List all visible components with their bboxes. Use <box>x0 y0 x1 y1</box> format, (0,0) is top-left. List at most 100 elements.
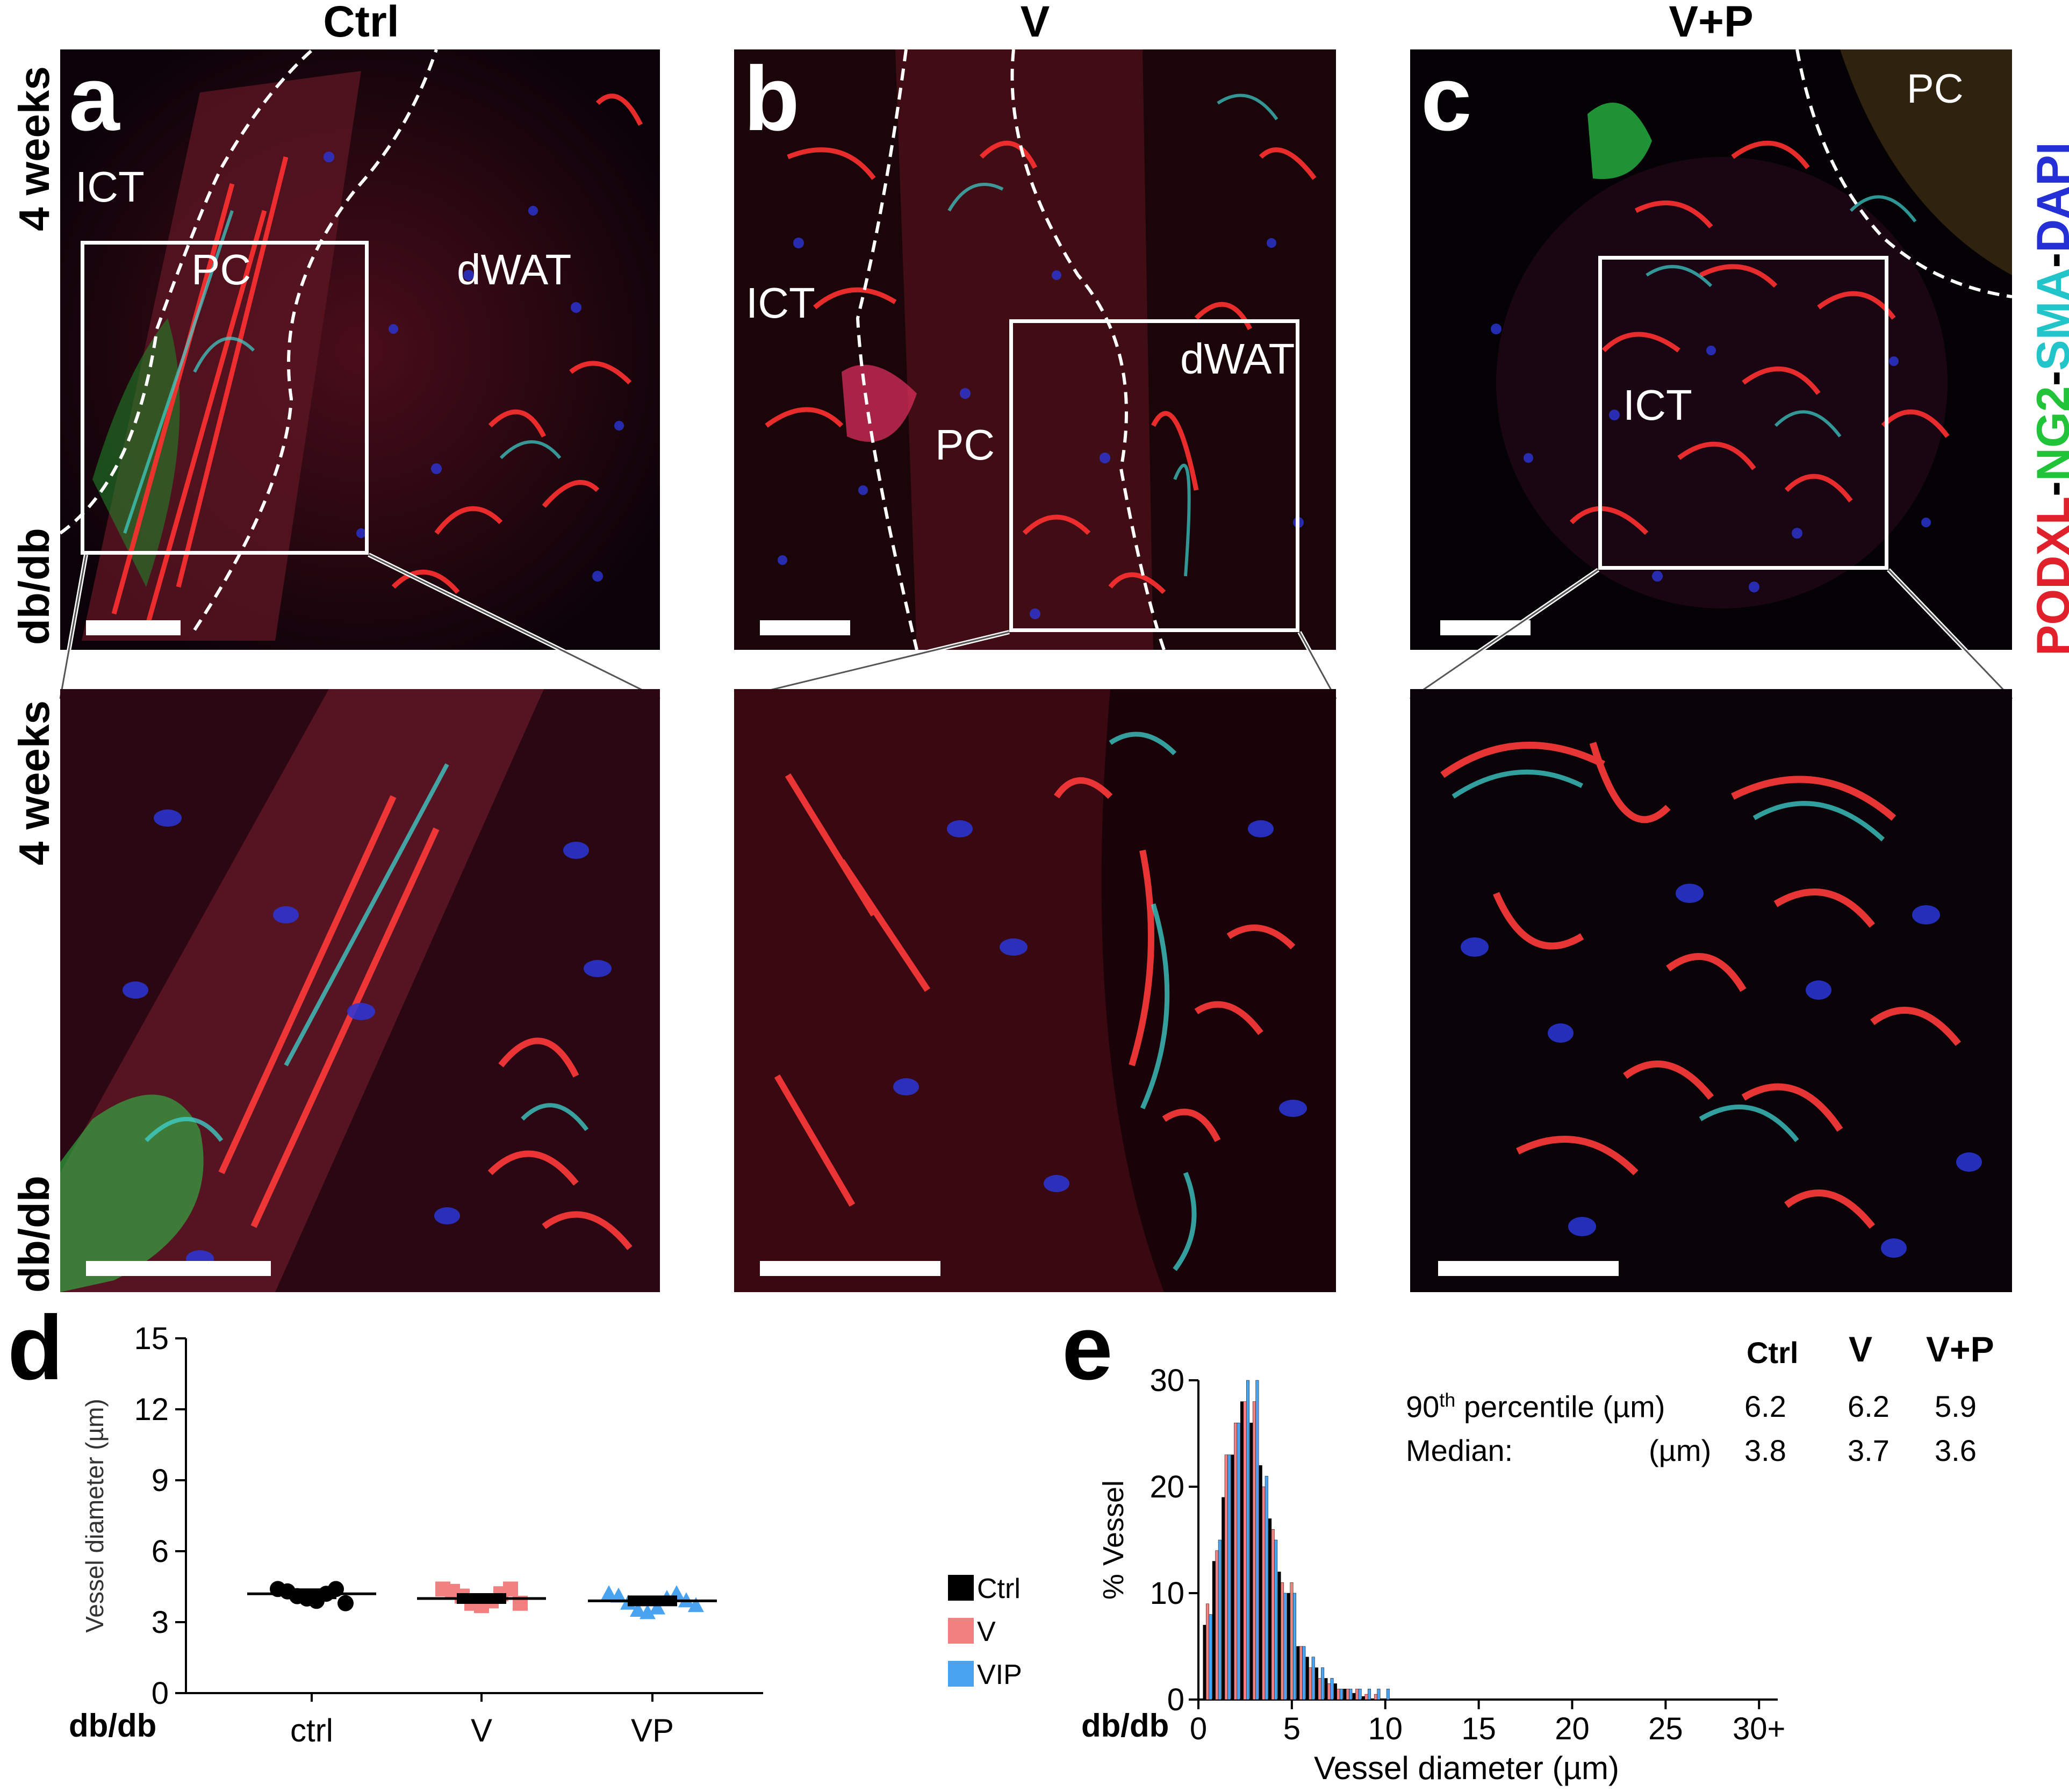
bar-ctrl <box>1305 1657 1309 1700</box>
bar-vip <box>1237 1422 1240 1700</box>
bar-ctrl <box>1296 1646 1300 1700</box>
chart-d-dot-plot: 0 3 6 9 12 15 Vessel diameter (µm) ctrl V VP <box>81 1321 763 1748</box>
bar-v <box>1290 1582 1294 1700</box>
bar-v <box>1215 1550 1219 1700</box>
data-point <box>649 1599 665 1615</box>
bar-ctrl <box>1362 1696 1366 1700</box>
row-label-weeks-bottom: 4 weeks <box>10 700 58 865</box>
series-v <box>417 1581 546 1614</box>
scale-bar-a-top <box>86 620 181 635</box>
y-tick-label: 9 <box>152 1463 169 1498</box>
bar-vip <box>1218 1539 1222 1700</box>
y-tick-label: 0 <box>1167 1682 1184 1717</box>
bar-vip <box>1349 1688 1353 1700</box>
bar-v <box>1243 1401 1247 1700</box>
bar-v <box>1309 1667 1312 1700</box>
panel-c-zoom <box>1410 689 2012 1292</box>
bar-vip <box>1311 1657 1315 1700</box>
bar-ctrl <box>1277 1572 1281 1700</box>
bar-v <box>1337 1688 1340 1700</box>
y-tick-label: 10 <box>1150 1576 1184 1611</box>
x-tick-label: 5 <box>1283 1711 1301 1746</box>
bar-v <box>1281 1582 1284 1700</box>
bar-vip <box>1321 1667 1325 1700</box>
bar-ctrl <box>1268 1518 1272 1700</box>
bar-vip <box>1227 1454 1231 1700</box>
micrograph-a-zoom <box>60 689 660 1292</box>
region-label-pc: PC <box>191 246 252 293</box>
roi-box-c <box>1598 256 1888 570</box>
micrograph-a-overview <box>60 49 660 650</box>
y-tick-label: 20 <box>1150 1470 1184 1504</box>
bar-v <box>1224 1454 1228 1700</box>
bar-v <box>1355 1688 1359 1700</box>
legend-label-vip: VIP <box>977 1659 1022 1690</box>
bar-ctrl <box>1240 1401 1244 1700</box>
column-title-ctrl: Ctrl <box>323 0 399 46</box>
panel-a-zoom <box>60 689 660 1292</box>
panel-letter-b: b <box>744 49 800 150</box>
bar-v <box>1374 1694 1377 1700</box>
column-title-v: V <box>1020 0 1050 46</box>
region-label-dwat: dWAT <box>457 246 572 293</box>
x-tick-label: VP <box>631 1712 674 1748</box>
zoom-connector-lines <box>58 553 2014 701</box>
legend-swatch-v <box>948 1618 974 1644</box>
micrograph-b-overview <box>734 49 1336 650</box>
scale-bar-c-bottom <box>1438 1261 1619 1276</box>
stats-table: Ctrl V V+P 90th percentile (µm) 6.2 6.2 … <box>1406 1329 2051 1473</box>
y-tick-label: 30 <box>1150 1363 1184 1398</box>
region-label-ict: ICT <box>1623 381 1692 429</box>
bar-vip <box>1292 1593 1296 1700</box>
bar-vip <box>1209 1614 1212 1700</box>
data-point <box>601 1585 617 1601</box>
chart-e-histogram: 0 10 20 30 0 5 10 15 20 25 30+ Vessel diameter (µm)… <box>1097 1363 1785 1786</box>
micrograph-b-zoom <box>734 689 1336 1292</box>
x-tick-label: ctrl <box>290 1712 333 1748</box>
bar-v <box>1271 1529 1275 1700</box>
bar-v <box>1346 1688 1349 1700</box>
bar-vip <box>1265 1475 1268 1700</box>
y-tick-label: 3 <box>152 1605 169 1640</box>
bar-vip <box>1339 1688 1343 1700</box>
error-bar <box>457 1593 506 1604</box>
x-tick-label: 15 <box>1461 1711 1496 1746</box>
bar-vip <box>1255 1380 1259 1700</box>
bar-v <box>1327 1683 1331 1700</box>
stats-header-ctrl: Ctrl <box>1747 1336 1799 1370</box>
legend-swatch-ctrl <box>948 1575 974 1601</box>
y-tick-label: 0 <box>152 1676 169 1711</box>
bar-ctrl <box>1315 1667 1319 1700</box>
bar-ctrl <box>1352 1693 1356 1700</box>
x-tick-label: 25 <box>1648 1711 1683 1746</box>
bar-vip <box>1246 1380 1250 1700</box>
bar-vip <box>1330 1678 1334 1700</box>
bar-v <box>1318 1678 1321 1700</box>
legend-swatch-vip <box>948 1661 974 1687</box>
y-tick-label: 6 <box>152 1534 169 1569</box>
stats-row-label-percentile: 90th percentile (µm) <box>1406 1389 1665 1424</box>
stats-value: 5.9 <box>1935 1389 1977 1423</box>
error-bar <box>287 1588 336 1600</box>
y-tick-label: 15 <box>134 1321 169 1356</box>
bar-vip <box>1377 1688 1381 1700</box>
scale-bar-b-top <box>760 620 850 635</box>
bar-ctrl <box>1259 1465 1262 1700</box>
x-tick-label: V <box>471 1712 492 1748</box>
bar-vip <box>1368 1688 1371 1700</box>
bar-ctrl <box>1324 1678 1328 1700</box>
scale-bar-a-bottom <box>86 1261 271 1276</box>
bar-vip <box>1274 1539 1278 1700</box>
stats-value: 3.8 <box>1744 1433 1786 1467</box>
panel-letter-d: d <box>8 1297 63 1399</box>
stats-value: 3.6 <box>1935 1433 1977 1467</box>
panel-b-overview: b ICT PC dWAT <box>734 49 1336 650</box>
region-label-ict: ICT <box>746 279 815 327</box>
region-label-dwat: dWAT <box>1180 335 1295 383</box>
percentile-suffix: th <box>1439 1389 1456 1411</box>
bar-vip <box>1358 1688 1362 1700</box>
percentile-label: percentile (µm) <box>1455 1389 1665 1424</box>
micrograph-c-zoom <box>1410 689 2012 1292</box>
panel-letter-a: a <box>69 49 120 150</box>
data-point <box>610 1587 627 1603</box>
